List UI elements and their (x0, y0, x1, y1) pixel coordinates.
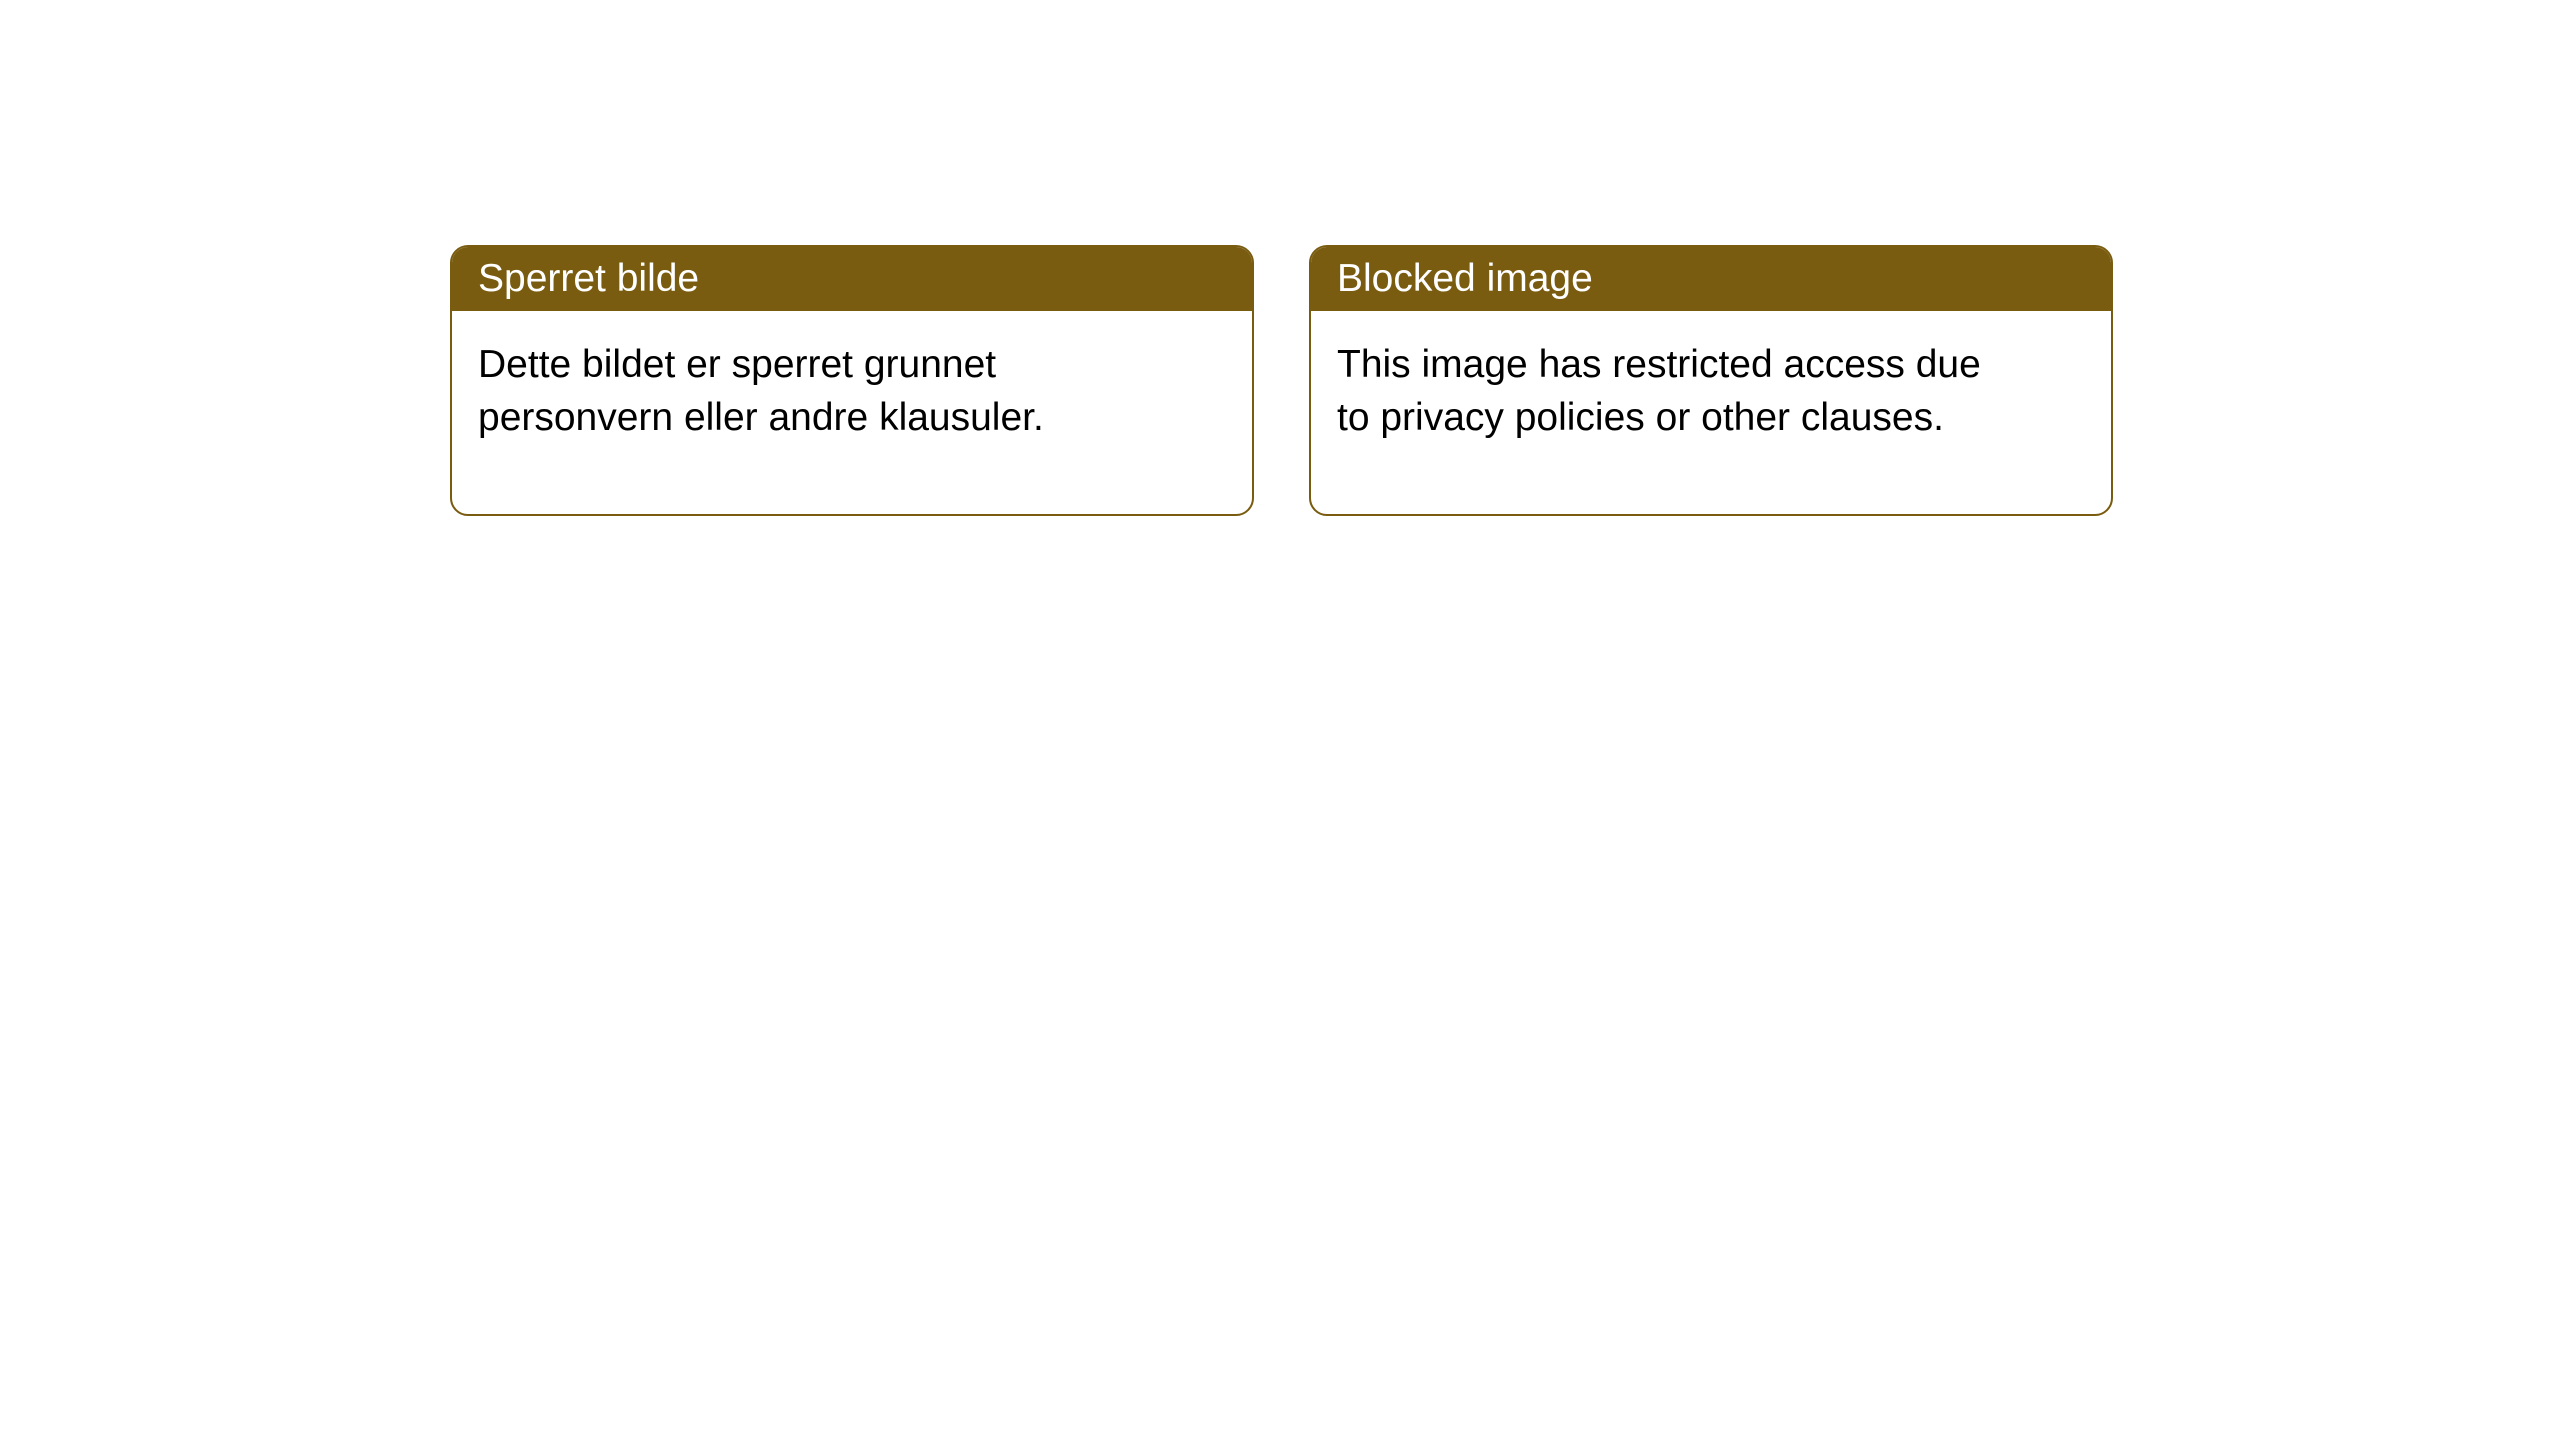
notice-body: Dette bildet er sperret grunnet personve… (452, 311, 1152, 514)
notice-box-norwegian: Sperret bilde Dette bildet er sperret gr… (450, 245, 1254, 516)
notice-header: Sperret bilde (452, 247, 1252, 311)
notice-body-text: Dette bildet er sperret grunnet personve… (478, 343, 1044, 439)
notice-body: This image has restricted access due to … (1311, 311, 2011, 514)
notice-box-english: Blocked image This image has restricted … (1309, 245, 2113, 516)
notice-header: Blocked image (1311, 247, 2111, 311)
notice-container: Sperret bilde Dette bildet er sperret gr… (450, 245, 2113, 516)
notice-title: Sperret bilde (478, 257, 699, 300)
notice-body-text: This image has restricted access due to … (1337, 343, 1981, 439)
notice-title: Blocked image (1337, 257, 1593, 300)
